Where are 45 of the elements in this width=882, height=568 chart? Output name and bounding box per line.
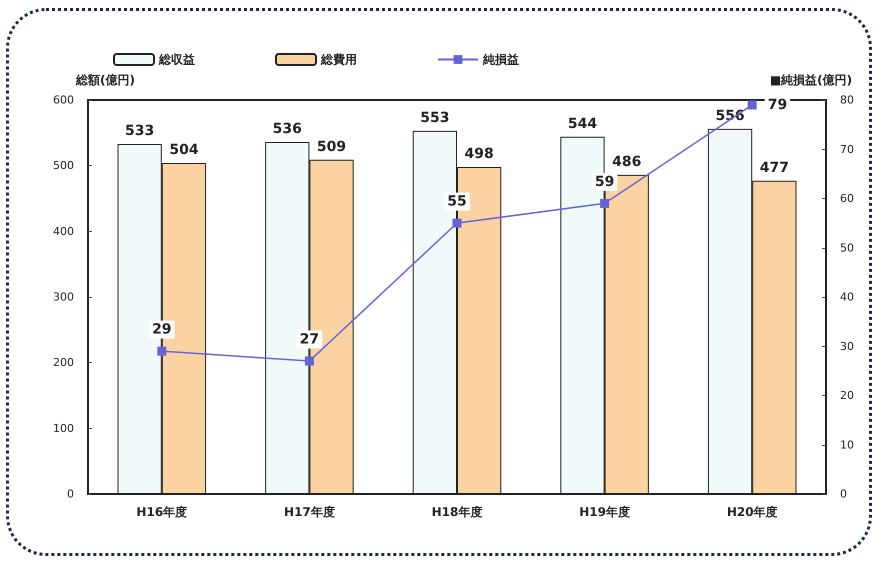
y-tick-label: 400 <box>53 224 74 238</box>
y2-tick-label: 60 <box>840 192 854 205</box>
y2-axis-title: ■純損益(億円) <box>770 73 852 87</box>
y-tick-label: 100 <box>53 422 74 435</box>
data-label: 486 <box>612 154 642 170</box>
y-tick-label: 0 <box>67 488 74 500</box>
data-label: 498 <box>464 146 494 162</box>
y-tick-label: 500 <box>53 159 74 172</box>
point <box>452 218 462 228</box>
x-tick-label: H19年度 <box>579 505 630 519</box>
y2-tick-label: 40 <box>840 290 854 304</box>
data-label: 29 <box>152 322 172 338</box>
y2-tick-label: 70 <box>840 142 854 156</box>
y2-tick-label: 10 <box>840 438 854 452</box>
data-label: 504 <box>169 142 199 158</box>
x-tick-label: H17年度 <box>284 505 335 519</box>
point <box>748 100 757 110</box>
data-label: 27 <box>300 332 320 348</box>
legend-label: 総費用 <box>320 52 357 66</box>
legend-label: 純損益 <box>482 52 519 66</box>
data-label: 533 <box>125 122 154 139</box>
data-label: 544 <box>568 116 598 132</box>
data-label: 553 <box>420 110 450 126</box>
y2-tick-label: 50 <box>840 241 854 254</box>
point <box>157 346 166 356</box>
y2-tick-label: 80 <box>840 94 854 106</box>
data-label: 59 <box>594 174 614 190</box>
legend-label: 総収益 <box>158 52 195 66</box>
point <box>304 356 314 366</box>
x-tick-label: H16年度 <box>136 505 188 519</box>
data-label: 477 <box>760 160 789 176</box>
y2-tick-label: 0 <box>840 488 847 500</box>
y-tick-label: 600 <box>53 94 74 106</box>
y-axis-title: 総額(億円) <box>75 73 135 87</box>
data-label: 79 <box>768 96 788 113</box>
y-tick-label: 200 <box>53 356 74 370</box>
x-tick-label: H20年度 <box>726 505 778 519</box>
point <box>600 198 610 208</box>
x-tick-label: H18年度 <box>432 505 482 519</box>
data-label: 55 <box>447 194 467 210</box>
y2-tick-label: 20 <box>840 389 854 402</box>
data-label: 536 <box>272 121 302 138</box>
data-label: 509 <box>316 138 346 155</box>
y2-tick-label: 30 <box>840 340 854 353</box>
y-tick-label: 300 <box>53 290 74 304</box>
